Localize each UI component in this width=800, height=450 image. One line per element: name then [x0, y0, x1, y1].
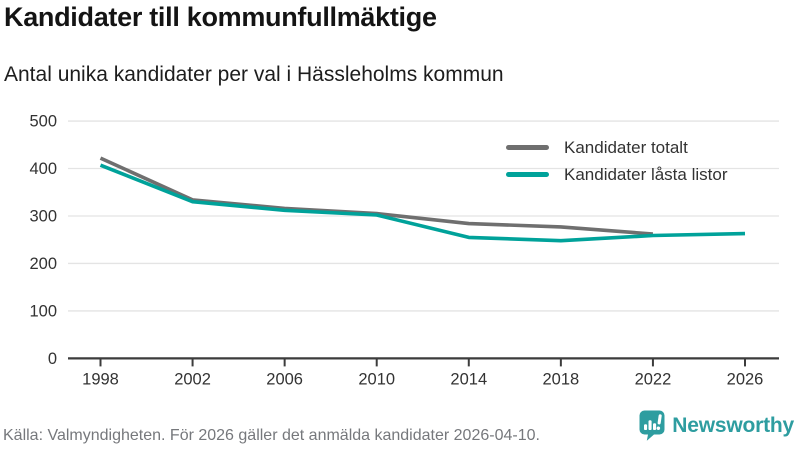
x-tick-label-2010: 2010 [358, 371, 395, 389]
y-tick-label-300: 300 [29, 207, 57, 225]
newsworthy-wordmark: Newsworthy [672, 413, 794, 437]
x-tick-label-2014: 2014 [450, 371, 487, 389]
chart-subtitle: Antal unika kandidater per val i Hässleh… [4, 63, 504, 86]
y-tick-label-500: 500 [29, 113, 57, 131]
x-tick-label-1998: 1998 [82, 371, 119, 389]
page-title: Kandidater till kommunfullmäktige [4, 2, 437, 32]
legend-label-totalt: Kandidater totalt [564, 137, 688, 157]
bar-chart-bar-3 [653, 423, 657, 430]
newsworthy-logo[interactable]: Newsworthy [639, 410, 794, 441]
y-tick-label-400: 400 [29, 160, 57, 178]
y-tick-label-0: 0 [48, 350, 57, 368]
legend-swatch-totalt [506, 145, 549, 150]
line-series-1 [99, 163, 746, 243]
x-tick-label-2026: 2026 [727, 371, 764, 389]
y-tick-label-200: 200 [29, 255, 57, 273]
newsworthy-icon [639, 410, 665, 441]
bar-chart-bar-2 [648, 420, 652, 430]
speech-bubble-shape [639, 410, 665, 441]
legend-swatch-lasta-listor [506, 172, 549, 177]
legend-label-lasta-listor: Kandidater låsta listor [564, 164, 728, 184]
bar-chart-bar-1 [644, 424, 648, 430]
x-tick-label-2006: 2006 [266, 371, 303, 389]
exclamation-mark [656, 414, 663, 431]
y-tick-label-100: 100 [29, 302, 57, 320]
x-tick-label-2018: 2018 [543, 371, 580, 389]
source-note: Källa: Valmyndigheten. För 2026 gäller d… [3, 427, 540, 444]
legend: Kandidater totalt Kandidater låsta listo… [506, 134, 727, 188]
legend-item-lasta-listor: Kandidater låsta listor [506, 161, 727, 188]
legend-item-totalt: Kandidater totalt [506, 134, 727, 161]
x-tick-label-2002: 2002 [174, 371, 211, 389]
x-tick-label-2022: 2022 [635, 371, 672, 389]
